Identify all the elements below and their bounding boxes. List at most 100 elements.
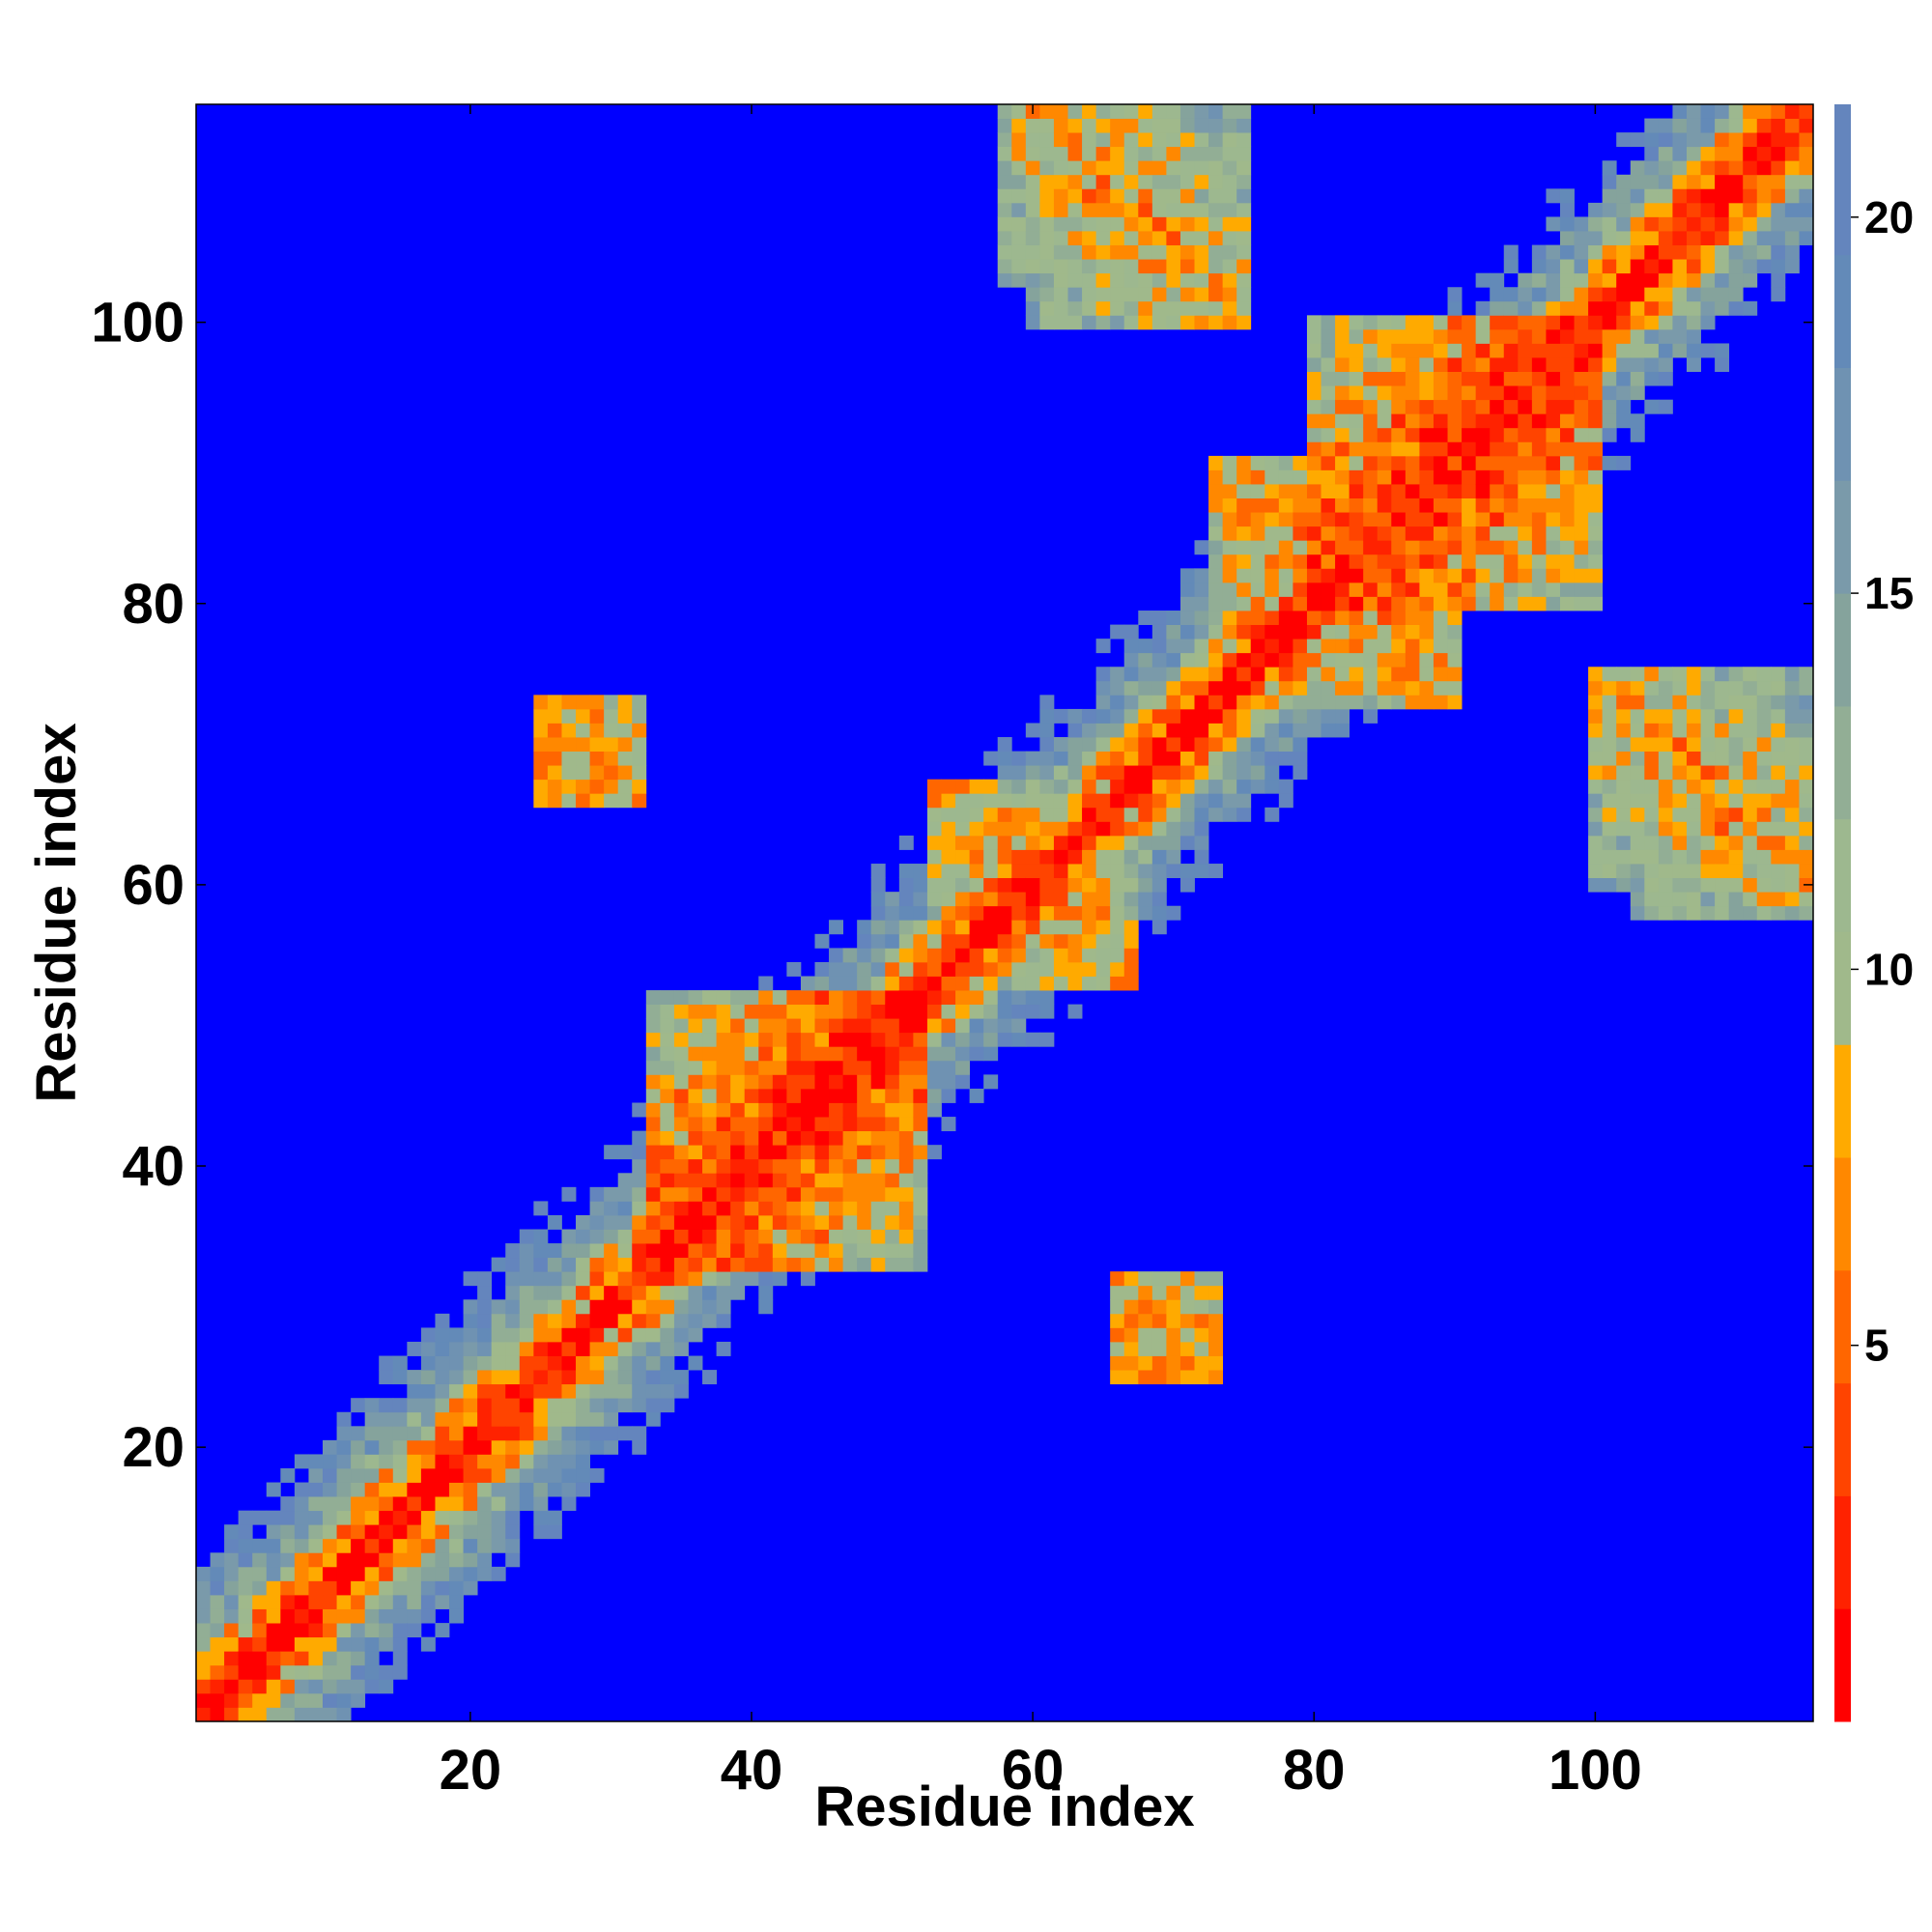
heatmap-cell (1574, 413, 1589, 429)
heatmap-cell (1208, 1285, 1224, 1300)
heatmap-cell (1644, 244, 1660, 260)
heatmap-cell (1306, 399, 1321, 414)
heatmap-cell (1784, 737, 1800, 752)
heatmap-cell (1700, 231, 1716, 245)
heatmap-cell (1546, 497, 1561, 513)
heatmap-cell (1082, 132, 1097, 148)
heatmap-cell (983, 751, 999, 766)
heatmap-cell (1518, 357, 1533, 372)
heatmap-cell (673, 1201, 689, 1216)
heatmap-cell (308, 1707, 324, 1722)
heatmap-cell (1728, 892, 1744, 907)
heatmap-cell (1799, 202, 1814, 217)
heatmap-cell (702, 1158, 717, 1174)
heatmap-cell (1321, 413, 1336, 429)
heatmap-cell (576, 1313, 590, 1328)
heatmap-cell (688, 1257, 703, 1272)
heatmap-cell (1700, 315, 1716, 330)
heatmap-cell (1110, 1341, 1125, 1356)
heatmap-cell (1179, 104, 1195, 119)
heatmap-cell (842, 1032, 858, 1047)
heatmap-cell (1559, 568, 1575, 583)
heatmap-cell (1166, 611, 1181, 625)
heatmap-cell (519, 1496, 534, 1512)
heatmap-cell (1391, 469, 1406, 485)
heatmap-cell (645, 1018, 661, 1034)
heatmap-cell (1321, 680, 1336, 696)
heatmap-cell (702, 1145, 717, 1160)
heatmap-cell (1405, 568, 1420, 583)
heatmap-cell (632, 695, 647, 710)
heatmap-cell (1166, 723, 1181, 738)
heatmap-cell (673, 1018, 689, 1034)
heatmap-cell (1405, 315, 1420, 330)
heatmap-cell (857, 990, 872, 1006)
heatmap-cell (1194, 146, 1209, 161)
heatmap-cell (1588, 455, 1604, 470)
heatmap-cell (1306, 484, 1321, 498)
heatmap-cell (1588, 695, 1604, 710)
heatmap-cell (1686, 864, 1701, 879)
heatmap-cell (730, 1074, 746, 1090)
heatmap-cell (1531, 272, 1547, 288)
heatmap-cell (1531, 413, 1547, 429)
heatmap-cell (1728, 751, 1744, 766)
heatmap-cell (323, 1439, 337, 1455)
heatmap-cell (885, 1201, 900, 1216)
heatmap-cell (1377, 611, 1392, 625)
heatmap-cell (1574, 427, 1589, 442)
heatmap-cell (576, 1327, 590, 1343)
heatmap-cell (1095, 765, 1111, 781)
heatmap-cell (1236, 272, 1252, 288)
heatmap-cell (1728, 695, 1744, 710)
heatmap-cell (576, 723, 590, 738)
heatmap-cell (1784, 821, 1800, 837)
heatmap-cell (1518, 526, 1533, 541)
heatmap-cell (1715, 343, 1730, 358)
heatmap-cell (1138, 1341, 1153, 1356)
heatmap-cell (660, 1243, 675, 1259)
plot-frame (195, 103, 1814, 1722)
heatmap-cell (1616, 793, 1632, 809)
heatmap-cell (1151, 118, 1167, 133)
heatmap-cell (1588, 512, 1604, 527)
heatmap-cell (898, 1257, 914, 1272)
heatmap-cell (1194, 160, 1209, 176)
heatmap-cell (1067, 287, 1083, 302)
heatmap-cell (829, 1130, 843, 1146)
heatmap-cell (1559, 188, 1575, 204)
heatmap-cell (1447, 611, 1463, 625)
heatmap-cell (420, 1510, 436, 1525)
heatmap-cell (1630, 244, 1645, 260)
heatmap-cell (392, 1454, 408, 1469)
heatmap-cell (1208, 526, 1224, 541)
heatmap-cell (716, 1257, 731, 1272)
heatmap-cell (969, 1018, 984, 1034)
heatmap-cell (1518, 582, 1533, 597)
heatmap-cell (1039, 231, 1055, 245)
heatmap-cell (1686, 216, 1701, 232)
heatmap-cell (1306, 695, 1321, 710)
heatmap-cell (1208, 1355, 1224, 1371)
heatmap-cell (1630, 835, 1645, 850)
heatmap-cell (1546, 216, 1561, 232)
heatmap-cell (1503, 497, 1519, 513)
heatmap-cell (885, 1173, 900, 1188)
heatmap-cell (1616, 695, 1632, 710)
heatmap-cell (829, 1229, 843, 1244)
heatmap-cell (505, 1327, 521, 1343)
heatmap-cell (449, 1355, 464, 1371)
heatmap-cell (379, 1538, 394, 1553)
heatmap-cell (1208, 765, 1224, 781)
heatmap-cell (323, 1482, 337, 1497)
heatmap-cell (829, 1102, 843, 1118)
heatmap-cell (829, 1214, 843, 1230)
heatmap-cell (786, 1117, 802, 1132)
heatmap-cell (1138, 1370, 1153, 1385)
y-tick-label: 20 (122, 1416, 185, 1479)
heatmap-cell (758, 1173, 774, 1188)
heatmap-cell (617, 1370, 633, 1385)
heatmap-cell (702, 1285, 717, 1300)
heatmap-cell (1531, 287, 1547, 302)
heatmap-cell (420, 1426, 436, 1441)
